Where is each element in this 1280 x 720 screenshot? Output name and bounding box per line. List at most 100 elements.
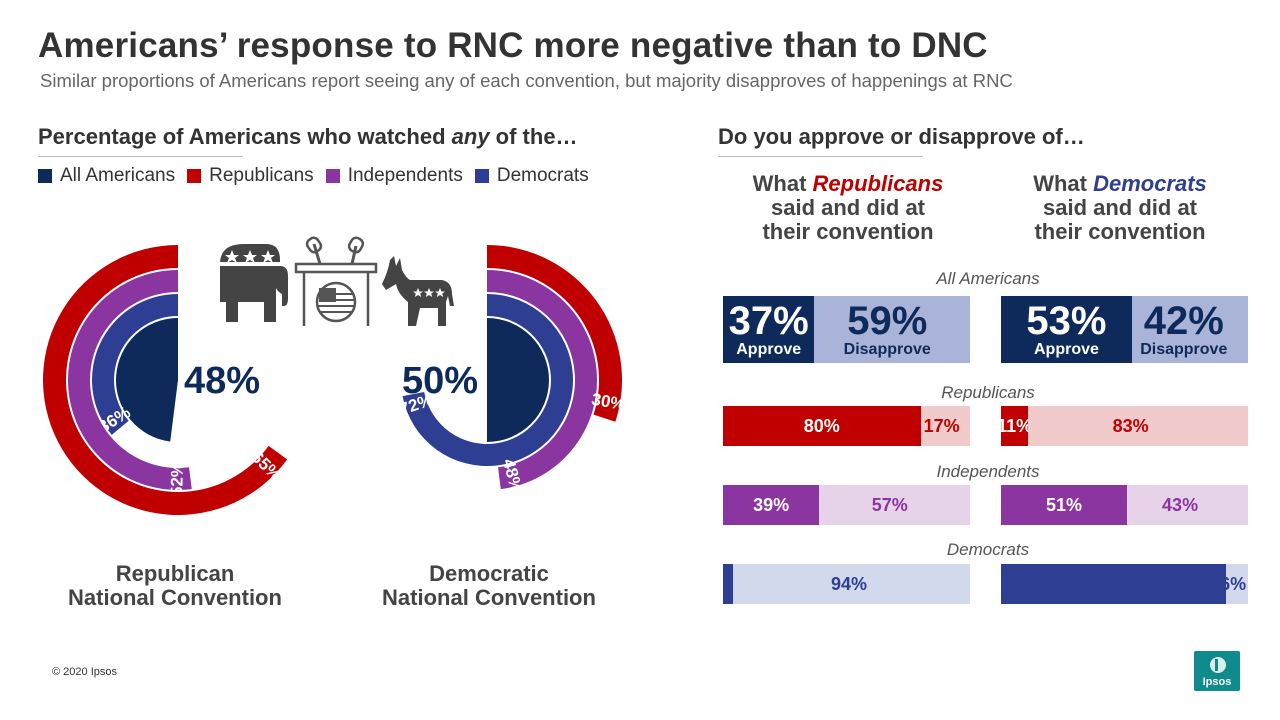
approve-segment: 11%: [997, 406, 1032, 446]
rep-col-pre: What: [752, 171, 813, 196]
disapprove-word: Disapprove: [843, 340, 931, 358]
approve-value: 4%: [735, 573, 762, 594]
disapprove-value: 94%: [830, 573, 867, 594]
disapprove-value: 42%: [1143, 298, 1224, 343]
approve-segment: 51%: [1001, 485, 1127, 525]
legend-label-ind: Independents: [347, 165, 463, 186]
page-subtitle: Similar proportions of Americans report …: [40, 70, 1013, 91]
approve-value: 11%: [997, 415, 1033, 436]
group-label-dem: Democrats: [946, 540, 1030, 559]
rep-conv-bar-democrats: 4% 94%: [723, 564, 970, 604]
dem-conv-bar-democrats: 91% 6%: [1001, 564, 1248, 604]
disapprove-segment: 57%: [819, 485, 961, 525]
rep-conv-bar-all-americans: 37% Approve 59% Disapprove: [723, 296, 970, 363]
disapprove-value: 17%: [923, 415, 960, 436]
rep-col-em: Republicans: [812, 171, 944, 196]
ipsos-logo-mark: [1210, 657, 1226, 673]
watched-heading-rule: [38, 156, 243, 157]
approve-word: Approve: [1034, 340, 1099, 358]
disapprove-value: 59%: [847, 298, 928, 343]
approve-value: 37%: [728, 298, 809, 343]
legend-item-all: All Americans: [38, 165, 175, 187]
disapprove-segment: 6%: [1220, 564, 1246, 604]
approve-segment: 53% Approve: [1001, 296, 1132, 363]
dem-col-line3: their convention: [1034, 219, 1206, 244]
disapprove-segment: 42% Disapprove: [1131, 296, 1236, 363]
rnc-label-independents: 52%: [167, 462, 186, 496]
rep-col-line2: said and did at: [770, 195, 926, 220]
approve-segment: 37% Approve: [723, 296, 815, 363]
watched-heading-pre: Percentage of Americans who watched: [38, 124, 452, 149]
dnc-label-line1: Democratic: [429, 561, 549, 586]
rep-col-line3: their convention: [762, 219, 934, 244]
disapprove-value: 57%: [871, 494, 908, 515]
dnc-label-line2: National Convention: [382, 585, 596, 610]
approve-word: Approve: [736, 340, 802, 358]
approve-value: 91%: [1095, 573, 1132, 594]
legend-item-rep: Republicans: [187, 165, 314, 187]
approve-value: 80%: [803, 415, 840, 436]
legend-item-ind: Independents: [325, 165, 463, 187]
rnc-label: Republican National Convention: [25, 562, 325, 610]
group-label-ind: Independents: [936, 462, 1040, 481]
disapprove-segment: 83%: [1028, 406, 1234, 446]
approve-segment: 80%: [723, 406, 921, 446]
watched-heading: Percentage of Americans who watched any …: [38, 124, 578, 150]
watched-heading-em: any: [451, 124, 490, 149]
rep-conv-bar-independents: 39% 57%: [723, 485, 970, 525]
legend-item-dem: Democrats: [474, 165, 589, 187]
dnc-ring-republicans: [487, 245, 623, 422]
legend-swatch-ind: [325, 169, 340, 183]
rnc-label-line2: National Convention: [68, 585, 282, 610]
rnc-ring-democrats: [91, 294, 178, 435]
disapprove-word: Disapprove: [1140, 340, 1228, 358]
dem-col-pre: What: [1033, 171, 1094, 196]
ipsos-logo: Ipsos: [1194, 651, 1240, 691]
rnc-slice-all-americans: [115, 318, 178, 442]
legend-label-dem: Democrats: [496, 165, 589, 186]
legend-swatch-all: [38, 169, 52, 183]
disapprove-segment: 59% Disapprove: [814, 296, 961, 363]
disapprove-segment: 17%: [920, 406, 963, 446]
page-title: Americans’ response to RNC more negative…: [38, 26, 988, 65]
dem-col-line2: said and did at: [1042, 195, 1198, 220]
disapprove-segment: 43%: [1126, 485, 1234, 525]
legend: All Americans Republicans Independents D…: [38, 165, 589, 187]
legend-swatch-rep: [187, 169, 202, 183]
disapprove-value: 83%: [1112, 415, 1149, 436]
approve-heading-rule: [718, 156, 923, 157]
convention-viewership-charts: 48%36%52% 65%50%72%48%30%: [42, 245, 627, 515]
approve-segment: 4%: [723, 564, 761, 604]
dem-conv-bar-all-americans: 53% Approve 42% Disapprove: [1001, 296, 1248, 363]
dem-col-em: Democrats: [1093, 171, 1207, 196]
dem-column-header: What Democrats said and did at their con…: [990, 172, 1250, 244]
approve-value: 39%: [753, 494, 790, 515]
rep-column-header: What Republicans said and did at their c…: [718, 172, 978, 244]
approve-value: 51%: [1045, 494, 1082, 515]
approve-segment: 91%: [1001, 564, 1226, 604]
rep-conv-bar-republicans: 80% 17%: [723, 406, 970, 446]
approve-segment: 39%: [723, 485, 820, 525]
ipsos-logo-text: Ipsos: [1202, 676, 1232, 688]
copyright: © 2020 Ipsos: [52, 666, 117, 678]
dnc-ring-independents: [487, 270, 597, 490]
legend-label-rep: Republicans: [209, 165, 314, 186]
group-label-all: All Americans: [936, 269, 1040, 288]
watched-heading-post: of the…: [489, 124, 578, 149]
dnc-slice-all-americans: [487, 318, 549, 442]
disapprove-segment: 94%: [732, 564, 966, 604]
podium-microphones-icon: [294, 236, 378, 326]
rnc-label-line1: Republican: [115, 561, 235, 586]
republican-elephant-icon: [220, 244, 288, 322]
group-label-rep: Republicans: [941, 383, 1035, 402]
rnc-ring-independents: [68, 270, 192, 491]
legend-swatch-dem: [474, 169, 489, 183]
legend-label-all: All Americans: [60, 165, 176, 186]
democratic-donkey-icon: [382, 256, 454, 326]
disapprove-value: 43%: [1162, 494, 1199, 515]
dem-conv-bar-republicans: 11% 83%: [997, 406, 1248, 446]
approve-heading: Do you approve or disapprove of…: [718, 124, 1085, 149]
approve-value: 53%: [1026, 298, 1107, 343]
disapprove-value: 6%: [1220, 573, 1247, 594]
dnc-label: Democratic National Convention: [339, 562, 639, 610]
